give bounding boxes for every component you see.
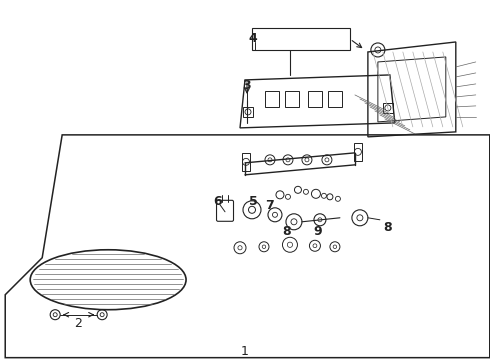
Text: 8: 8: [384, 221, 392, 234]
Bar: [243, 107, 253, 117]
Text: 4: 4: [248, 32, 257, 45]
Bar: [354, 143, 362, 161]
Bar: [328, 91, 342, 107]
Text: 3: 3: [243, 80, 251, 93]
Bar: [285, 91, 299, 107]
Text: 7: 7: [266, 199, 274, 212]
Text: 2: 2: [74, 317, 82, 330]
Text: 1: 1: [241, 345, 249, 358]
Bar: [242, 153, 250, 171]
Bar: [383, 103, 393, 113]
Text: 6: 6: [214, 195, 222, 208]
Text: 9: 9: [314, 225, 322, 238]
Bar: [308, 91, 322, 107]
Bar: [265, 91, 279, 107]
Text: 5: 5: [248, 195, 257, 208]
Text: 8: 8: [283, 225, 291, 238]
